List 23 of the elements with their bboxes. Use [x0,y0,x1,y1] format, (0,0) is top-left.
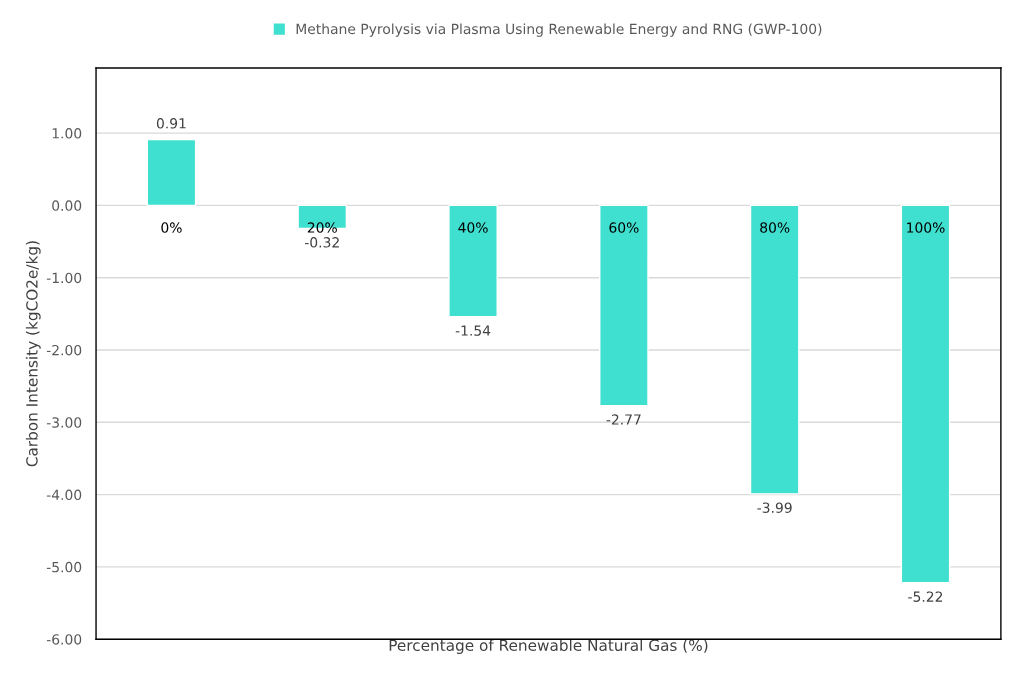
text: -0.32 [304,237,339,248]
y-axis-title: Carbon Intensity (kgCO2e/kg) [25,241,41,467]
y-tick-label: -3.00 [46,417,82,428]
legend-label: Methane Pyrolysis via Plasma Using Renewable Energy and RNG (GWP-100) [296,23,822,37]
y-tick-label: 1.00 [52,128,82,139]
text: -5.22 [908,591,943,602]
x-tick-label: 60% [609,222,639,233]
text: -3.99 [757,502,792,513]
y-tick-label: -4.00 [46,489,82,501]
y-tick-label: 0.00 [52,200,82,211]
x-tick-label: 100% [907,222,945,233]
x-tick-label: 80% [760,222,790,233]
x-tick-label: 0% [161,222,182,233]
text: -1.54 [455,325,491,336]
y-tick-label: -2.00 [46,344,82,356]
x-tick-label: 40% [458,222,488,233]
y-tick-label: -5.00 [46,561,82,573]
y-tick-label: -1.00 [46,272,82,284]
y-tick-label: -6.00 [46,634,82,645]
x-axis-title: Percentage of Renewable Natural Gas (%) [389,639,708,654]
text: 0.91 [156,118,186,129]
text: -2.77 [606,414,641,425]
x-tick-label: 20% [307,222,337,233]
